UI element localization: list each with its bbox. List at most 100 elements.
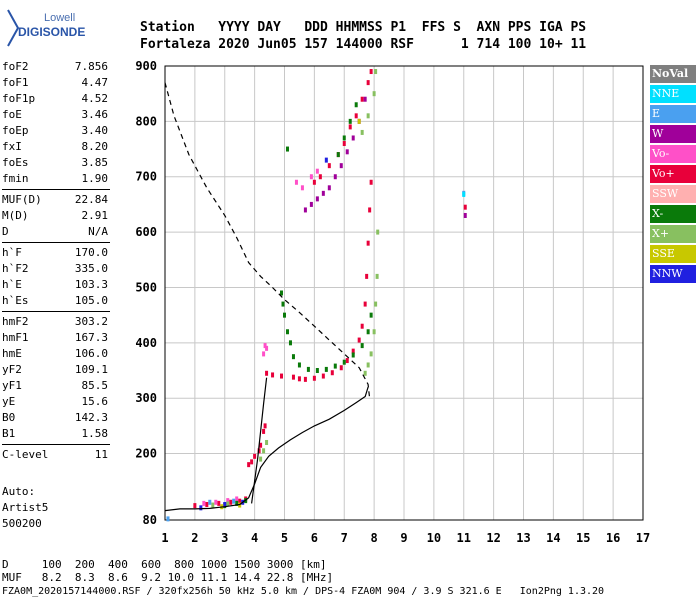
echo-point xyxy=(288,340,292,346)
param-value: 15.6 xyxy=(81,395,109,408)
param-row: h`E 103.3 xyxy=(2,278,108,292)
echo-point xyxy=(250,459,254,465)
param-name: h`E xyxy=(2,278,22,291)
echo-point xyxy=(351,352,355,358)
echo-point xyxy=(360,323,364,329)
echo-point xyxy=(462,191,466,197)
echo-point xyxy=(253,453,257,459)
param-separator xyxy=(2,444,110,445)
d-distance-row: D 100 200 400 600 800 1000 1500 3000 [km… xyxy=(2,558,327,571)
polarization-legend: NoVal NNE E W Vo- Vo+ SSW X- X+ SSE NNW xyxy=(650,65,696,285)
header-row1: Station YYYY DAY DDD HHMMSS P1 FFS S AXN… xyxy=(140,20,587,35)
echo-point xyxy=(342,135,346,141)
echo-point xyxy=(303,376,307,382)
echo-point xyxy=(463,204,467,210)
x-tick-label: 10 xyxy=(427,531,441,545)
echo-point xyxy=(211,502,215,508)
muf-row: MUF 8.2 8.3 8.6 9.2 10.0 11.1 14.4 22.8 … xyxy=(2,571,334,584)
param-value: 3.46 xyxy=(81,108,109,121)
echo-point xyxy=(366,362,370,368)
echo-point xyxy=(324,157,328,163)
y-tick-label: 200 xyxy=(135,447,157,461)
param-separator xyxy=(2,242,110,243)
y-tick-label: 700 xyxy=(135,170,157,184)
param-name: foF2 xyxy=(2,60,29,73)
echo-point xyxy=(360,343,364,349)
echo-point xyxy=(263,343,267,349)
x-tick-label: 12 xyxy=(486,531,500,545)
param-value: 142.3 xyxy=(74,411,108,424)
echo-point xyxy=(336,152,340,158)
auto-version: 500200 xyxy=(2,517,42,530)
param-value: 335.0 xyxy=(74,262,108,275)
echo-point xyxy=(263,423,267,429)
param-row: h`F2 335.0 xyxy=(2,262,108,276)
echo-point xyxy=(360,96,364,102)
y-tick-label: 300 xyxy=(135,391,157,405)
echo-point xyxy=(265,370,269,376)
echo-point xyxy=(357,118,361,124)
param-value: 103.3 xyxy=(74,278,108,291)
echo-point xyxy=(345,149,349,155)
echo-point xyxy=(300,185,304,191)
echo-point xyxy=(366,113,370,119)
x-tick-label: 4 xyxy=(251,531,258,545)
echo-point xyxy=(283,312,286,318)
plot-frame xyxy=(164,65,644,521)
echo-point xyxy=(330,370,334,376)
echo-point xyxy=(193,503,197,509)
param-name: yE xyxy=(2,395,16,408)
param-value: 1.58 xyxy=(81,427,109,440)
param-row: h`F 170.0 xyxy=(2,246,108,260)
echo-point xyxy=(166,516,170,522)
legend-item: NNW xyxy=(650,265,696,283)
param-name: h`F xyxy=(2,246,22,259)
echo-point xyxy=(303,207,307,213)
x-tick-label: 15 xyxy=(576,531,590,545)
legend-item: SSW xyxy=(650,185,696,203)
echo-point xyxy=(354,102,358,108)
param-row: foEs 3.85 xyxy=(2,156,108,170)
param-value: 167.3 xyxy=(74,331,108,344)
param-value: 7.856 xyxy=(74,60,108,73)
virtual-height-trace xyxy=(164,386,369,512)
echo-point xyxy=(321,373,325,379)
param-row: foE 3.46 xyxy=(2,108,108,122)
param-name: yF2 xyxy=(2,363,22,376)
y-tick-label: 600 xyxy=(135,225,157,239)
echo-point xyxy=(365,273,369,279)
echo-point xyxy=(235,500,239,506)
y-tick-label: 80 xyxy=(143,513,157,527)
echo-point xyxy=(324,366,328,372)
param-name: fxI xyxy=(2,140,22,153)
echo-point xyxy=(238,498,242,504)
param-value: 2.91 xyxy=(81,209,109,222)
x-tick-label: 8 xyxy=(371,531,378,545)
param-name: MUF(D) xyxy=(2,193,42,206)
ionogram-plot: 1 2 3 4 5 6 7 8 9 10 11 12 13 14 15 16 17802003004005006… xyxy=(135,59,650,545)
param-name: foEp xyxy=(2,124,29,137)
echo-point xyxy=(376,229,380,235)
param-value: 106.0 xyxy=(74,347,108,360)
echo-point xyxy=(271,372,275,378)
echo-point xyxy=(375,273,379,279)
echo-point xyxy=(374,301,378,307)
echo-point xyxy=(306,366,310,372)
echo-point xyxy=(247,462,251,468)
echo-point xyxy=(333,363,337,369)
param-value: 4.47 xyxy=(81,76,109,89)
echo-point xyxy=(309,174,313,180)
param-value: 1.90 xyxy=(81,172,109,185)
echo-point xyxy=(208,499,212,505)
param-name: hmF2 xyxy=(2,315,29,328)
param-value: 11 xyxy=(94,448,108,461)
echo-point xyxy=(217,500,221,506)
legend-item: X- xyxy=(650,205,696,223)
legend-item: NoVal xyxy=(650,65,696,83)
echo-point xyxy=(348,124,352,130)
x-tick-label: 5 xyxy=(281,531,288,545)
param-row: B0 142.3 xyxy=(2,411,108,425)
param-value: N/A xyxy=(88,225,108,238)
echo-point xyxy=(265,345,269,351)
echo-point xyxy=(339,365,343,371)
